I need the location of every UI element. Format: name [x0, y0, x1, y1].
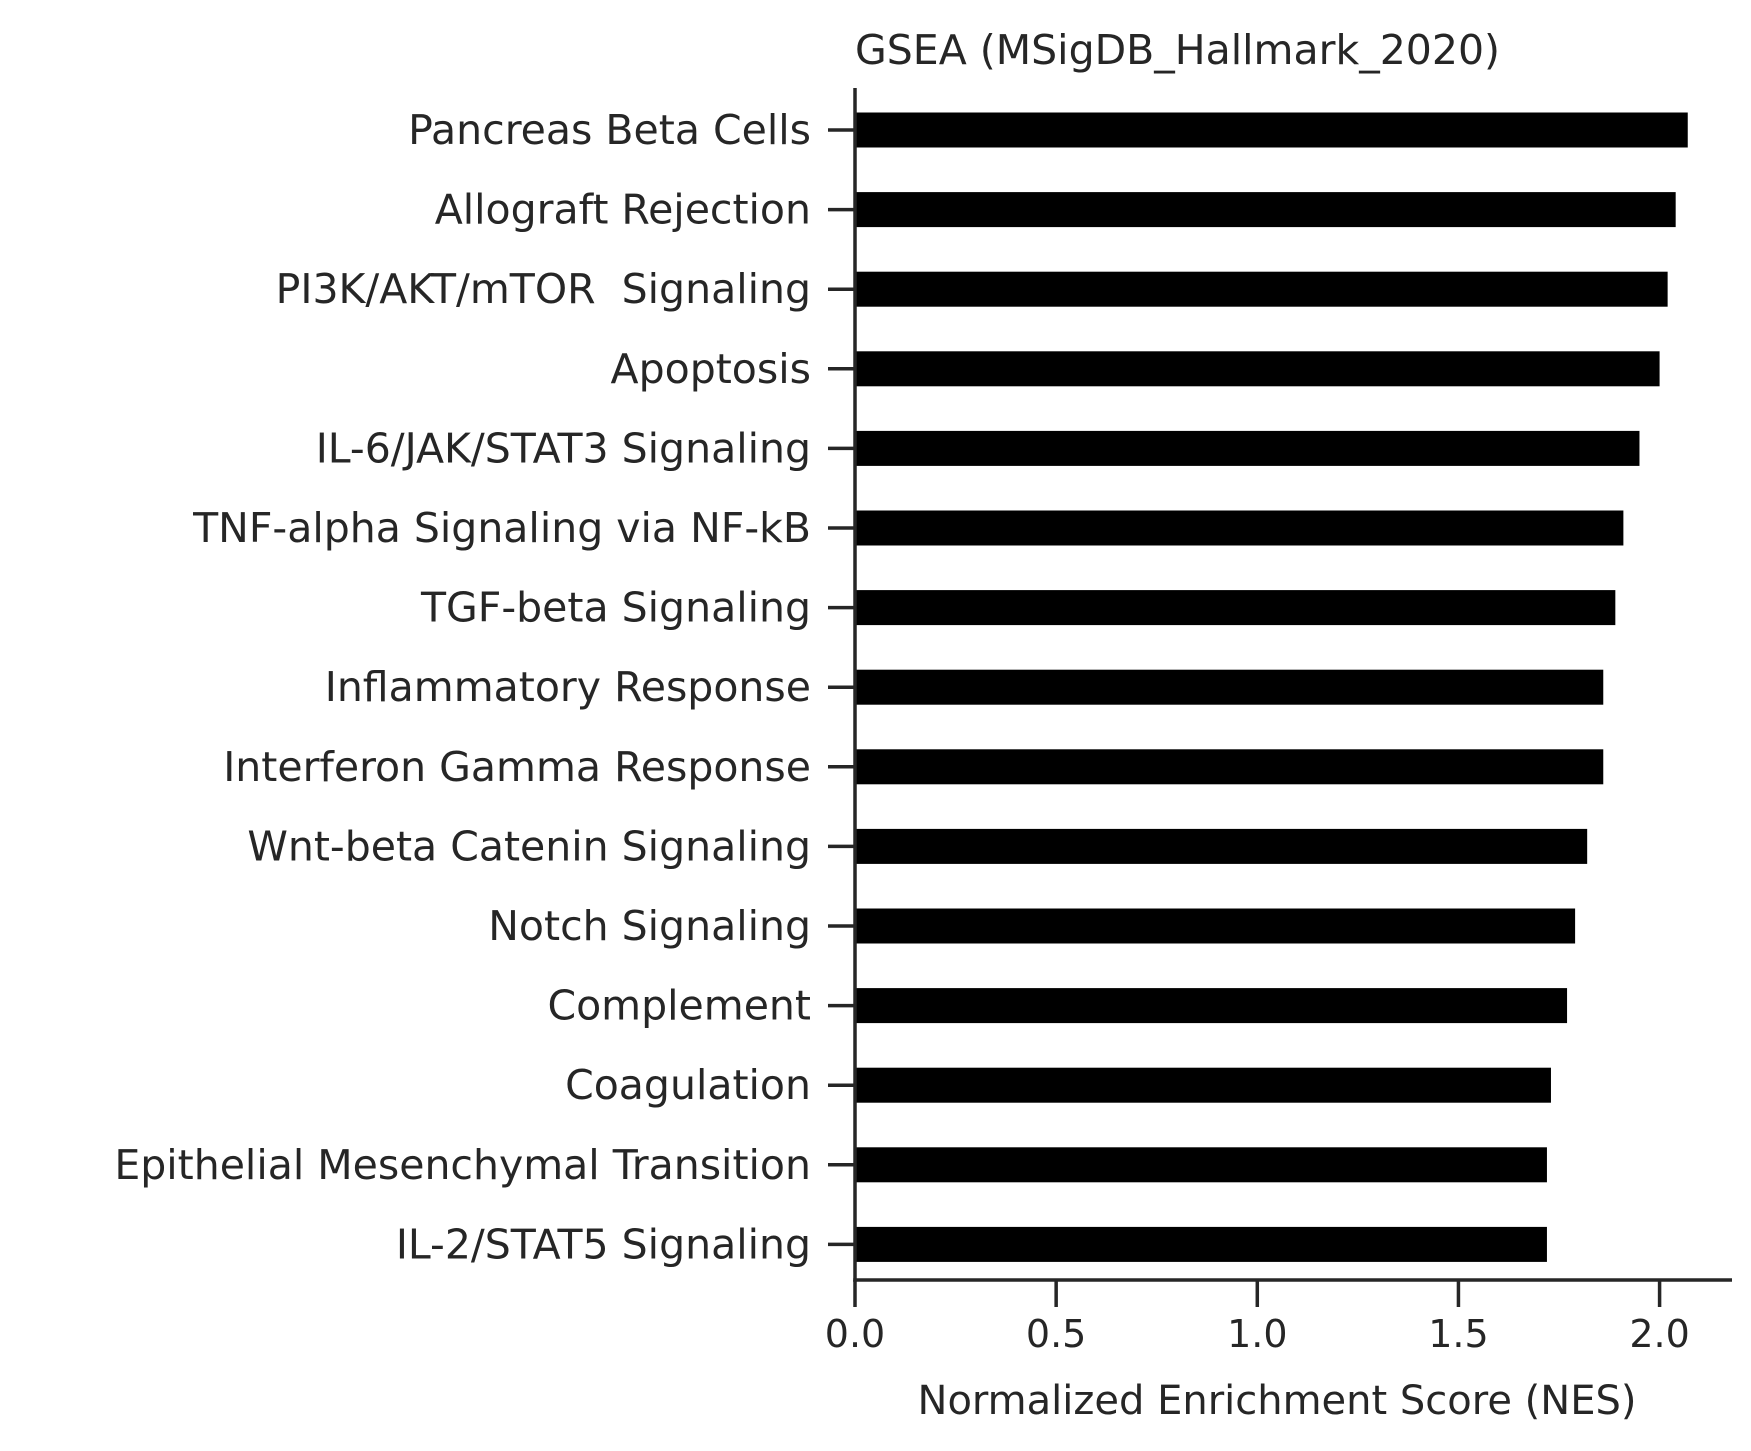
y-tick-label: IL-6/JAK/STAT3 Signaling	[316, 424, 811, 472]
y-tick-label: Interferon Gamma Response	[223, 743, 811, 791]
bar	[855, 749, 1604, 785]
y-tick-label: IL-2/STAT5 Signaling	[396, 1220, 811, 1268]
x-tick-label: 0.5	[1026, 1312, 1086, 1356]
bar	[855, 112, 1688, 148]
y-tick-label: Wnt-beta Catenin Signaling	[247, 822, 811, 870]
y-tick-label: Pancreas Beta Cells	[408, 106, 811, 154]
y-tick-label: PI3K/AKT/mTOR Signaling	[276, 265, 811, 313]
bar	[855, 510, 1624, 546]
x-tick-label: 1.0	[1227, 1312, 1287, 1356]
x-tick-label: 2.0	[1629, 1312, 1689, 1356]
y-tick-label: Notch Signaling	[488, 902, 811, 950]
y-axis-ticks: Pancreas Beta Cells Allograft Rejection PI…	[114, 106, 855, 1268]
bar	[855, 908, 1576, 944]
bar	[855, 669, 1604, 705]
bar	[855, 271, 1668, 307]
bar	[855, 988, 1568, 1024]
y-tick-label: Coagulation	[565, 1061, 811, 1109]
chart-title: GSEA (MSigDB_Hallmark_2020)	[855, 26, 1500, 74]
x-axis-title: Normalized Enrichment Score (NES)	[918, 1378, 1637, 1424]
y-tick-label: Apoptosis	[611, 345, 811, 393]
bar	[855, 1147, 1547, 1183]
y-tick-label: Complement	[547, 982, 811, 1030]
bar	[855, 590, 1616, 626]
x-tick-label: 0.0	[825, 1312, 885, 1356]
y-tick-label: TNF-alpha Signaling via NF-kB	[192, 504, 811, 552]
bar	[855, 1226, 1547, 1262]
bar	[855, 828, 1588, 864]
bar	[855, 1067, 1551, 1103]
y-tick-label: Epithelial Mesenchymal Transition	[114, 1141, 811, 1189]
x-tick-label: 1.5	[1428, 1312, 1488, 1356]
bars-layer	[855, 112, 1688, 1262]
bar	[855, 351, 1660, 387]
bar	[855, 192, 1676, 228]
x-axis-ticks: 0.0 0.5 1.0 1.5 2.0	[825, 1280, 1690, 1356]
bar	[855, 430, 1640, 466]
y-tick-label: Allograft Rejection	[435, 186, 811, 234]
y-tick-label: TGF-beta Signaling	[420, 584, 811, 632]
y-tick-label: Inflammatory Response	[325, 663, 811, 711]
